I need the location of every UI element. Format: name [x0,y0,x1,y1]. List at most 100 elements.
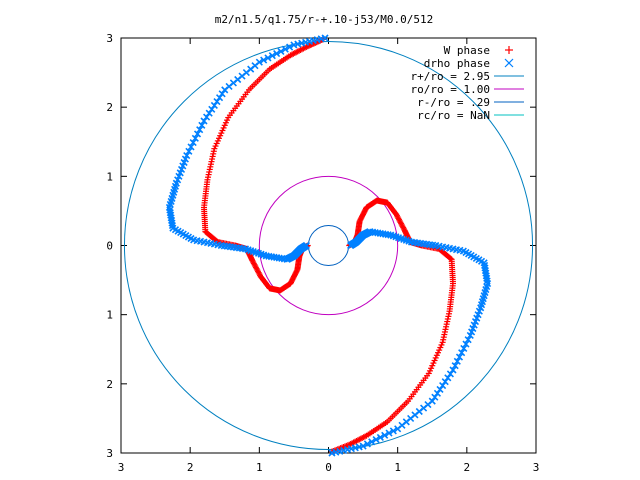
data-point [270,253,278,261]
data-point [215,94,224,102]
y-tick-label: 3 [106,32,113,45]
data-point [262,252,270,260]
data-point [482,269,490,277]
data-point [191,134,199,142]
data-point [374,229,382,237]
data-point [439,381,447,390]
data-point [190,236,198,244]
data-point [464,336,472,344]
data-point [218,90,226,98]
data-point [435,242,443,250]
data-point [207,239,215,247]
y-tick-label: 0 [106,240,113,253]
data-point [389,232,397,240]
data-point [417,239,425,247]
data-point [213,97,221,106]
data-point [166,206,174,214]
y-tick-label: 2 [106,101,113,114]
data-point [381,230,390,238]
data-point [462,340,470,348]
data-point [449,366,457,374]
data-point [397,235,405,243]
data-point [185,147,193,155]
data-point [217,241,225,250]
data-point [193,237,201,245]
data-point [379,230,387,238]
data-point [198,121,206,129]
data-point [273,49,281,58]
x-tick-label: 0 [325,461,332,474]
data-point [208,105,216,113]
x-tick-label: 1 [256,461,263,474]
data-point [405,237,413,245]
legend-label: r+/ro = 2.95 [411,70,490,83]
data-point [413,239,422,247]
data-point [220,242,228,250]
data-point [286,43,294,51]
data-point [432,241,440,250]
data-point [455,353,464,361]
data-point [446,370,454,378]
data-point [449,245,457,253]
data-point [363,440,371,448]
data-point [252,248,260,256]
circle-series [307,224,350,267]
data-point [426,241,434,249]
data-point [260,251,268,259]
data-point [400,235,408,244]
data-point [302,241,310,250]
data-point [480,261,489,269]
data-point [268,52,276,60]
markers [165,34,492,457]
data-point [453,357,461,365]
data-point [210,101,218,110]
series-cross [165,34,492,457]
data-point [260,56,268,64]
data-point [167,211,175,219]
data-point [168,219,176,227]
data-point [372,436,380,444]
x-tick-label: 3 [533,461,540,474]
data-point [277,47,285,55]
data-point [235,244,244,252]
y-tick-label: 2 [106,378,113,391]
data-point [423,240,431,248]
data-point [484,279,492,288]
data-point [458,349,466,357]
legend-label: drho phase [424,57,490,70]
data-point [210,240,218,248]
data-point [267,253,276,261]
data-point [445,244,454,252]
data-point [452,246,461,254]
data-point [482,272,490,280]
data-point [189,139,197,147]
data-point [244,246,252,254]
data-point [359,442,367,450]
chart-title: m2/n1.5/q1.75/r-+.10-j53/M0.0/512 [215,13,434,26]
data-point [281,45,289,53]
data-point [428,397,436,405]
data-point [460,344,468,352]
legend-label: rc/ro = NaN [417,109,490,122]
data-point [429,241,437,249]
data-point [168,222,177,230]
data-point [402,236,410,244]
data-point [436,385,444,394]
data-point [166,209,174,217]
circle-series [258,175,399,316]
data-point [481,264,489,272]
data-point [275,254,283,262]
data-point [241,245,250,253]
data-point [389,427,397,435]
data-point [381,431,389,439]
legend-swatch [504,58,514,68]
data-point [392,233,400,241]
data-point [278,254,286,263]
data-point [368,438,376,446]
data-point [376,433,384,442]
data-point [483,277,491,285]
data-point [221,86,229,94]
data-point [229,243,237,251]
data-point [347,241,355,250]
